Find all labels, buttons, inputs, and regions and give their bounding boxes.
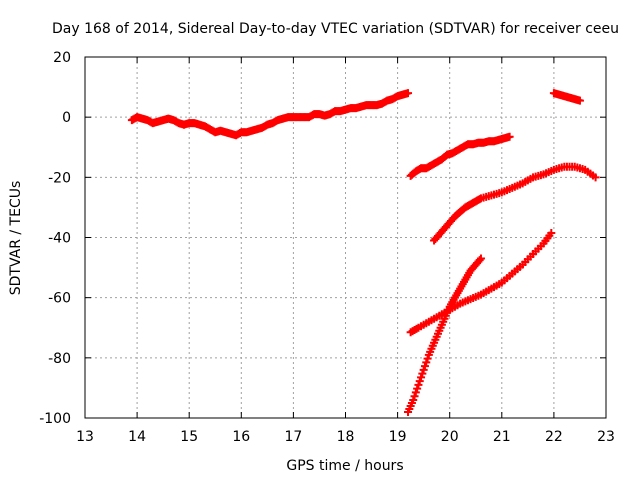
x-tick-label: 17 xyxy=(284,429,302,445)
x-tick-label: 13 xyxy=(76,429,94,445)
series-arc-6 xyxy=(549,89,584,105)
data-point xyxy=(476,254,485,263)
x-tick-label: 20 xyxy=(441,429,459,445)
data-point xyxy=(409,395,418,404)
y-tick-label: 0 xyxy=(62,110,71,126)
data-point xyxy=(423,354,432,363)
data-point xyxy=(422,358,431,367)
y-tick-label: -80 xyxy=(48,351,71,367)
chart-title: Day 168 of 2014, Sidereal Day-to-day VTE… xyxy=(52,21,619,37)
data-point xyxy=(413,384,422,393)
x-tick-label: 14 xyxy=(128,429,146,445)
data-point xyxy=(419,365,428,374)
data-point xyxy=(420,362,429,371)
data-point xyxy=(418,369,427,378)
series-arc-1 xyxy=(127,89,413,140)
series-arc-2 xyxy=(406,132,514,180)
plot-frame xyxy=(84,56,607,419)
series-arc-3 xyxy=(430,162,600,245)
data-point xyxy=(547,228,556,237)
axis-ticks: 13 14 15 16 17 18 19 20 21 22 23 -100 -80 -60 -40 -20 0 2… xyxy=(39,50,615,445)
data-point xyxy=(475,256,484,265)
data-marks xyxy=(127,89,600,416)
data-point xyxy=(591,173,600,182)
x-tick-label: 21 xyxy=(493,429,511,445)
data-point xyxy=(505,132,514,141)
y-tick-label: -40 xyxy=(48,231,71,247)
x-axis-label: GPS time / hours xyxy=(286,458,403,474)
x-tick-label: 16 xyxy=(232,429,250,445)
x-tick-label: 19 xyxy=(389,429,407,445)
x-tick-label: 18 xyxy=(337,429,355,445)
x-tick-label: 23 xyxy=(597,429,615,445)
x-tick-label: 15 xyxy=(180,429,198,445)
data-point xyxy=(415,377,424,386)
y-axis-label: SDTVAR / TECUs xyxy=(8,181,24,296)
data-point xyxy=(404,89,413,98)
y-tick-label: -20 xyxy=(48,170,71,186)
series-arc-4 xyxy=(404,254,485,416)
data-point xyxy=(410,392,419,401)
series-arc-5 xyxy=(406,228,556,337)
y-tick-label: -60 xyxy=(48,291,71,307)
data-point xyxy=(417,373,426,382)
data-point xyxy=(575,96,584,105)
y-tick-label: -100 xyxy=(39,411,71,427)
x-tick-label: 22 xyxy=(545,429,563,445)
data-point xyxy=(411,388,420,397)
data-point xyxy=(414,380,423,389)
y-tick-label: 20 xyxy=(53,50,71,66)
